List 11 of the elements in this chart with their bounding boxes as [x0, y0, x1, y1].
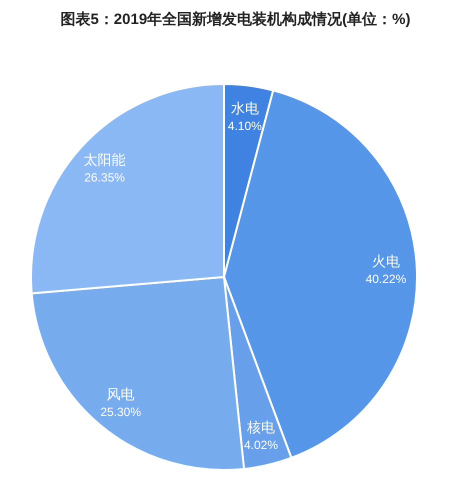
data-label: 4.02%	[244, 438, 278, 452]
slice-label: 风电	[106, 386, 135, 402]
data-label: 4.10%	[228, 119, 262, 134]
data-label: 25.30%	[100, 404, 142, 419]
slice-label: 火电	[372, 252, 400, 269]
slice-label: 太阳能	[84, 151, 126, 168]
slice-label: 水电	[230, 100, 259, 116]
data-label: 40.22%	[366, 272, 407, 286]
chart-title: 图表5：2019年全国新增发电装机构成情况(单位：%)	[60, 10, 411, 28]
data-label: 26.35%	[84, 170, 126, 184]
slice-label: 核电	[246, 418, 276, 435]
